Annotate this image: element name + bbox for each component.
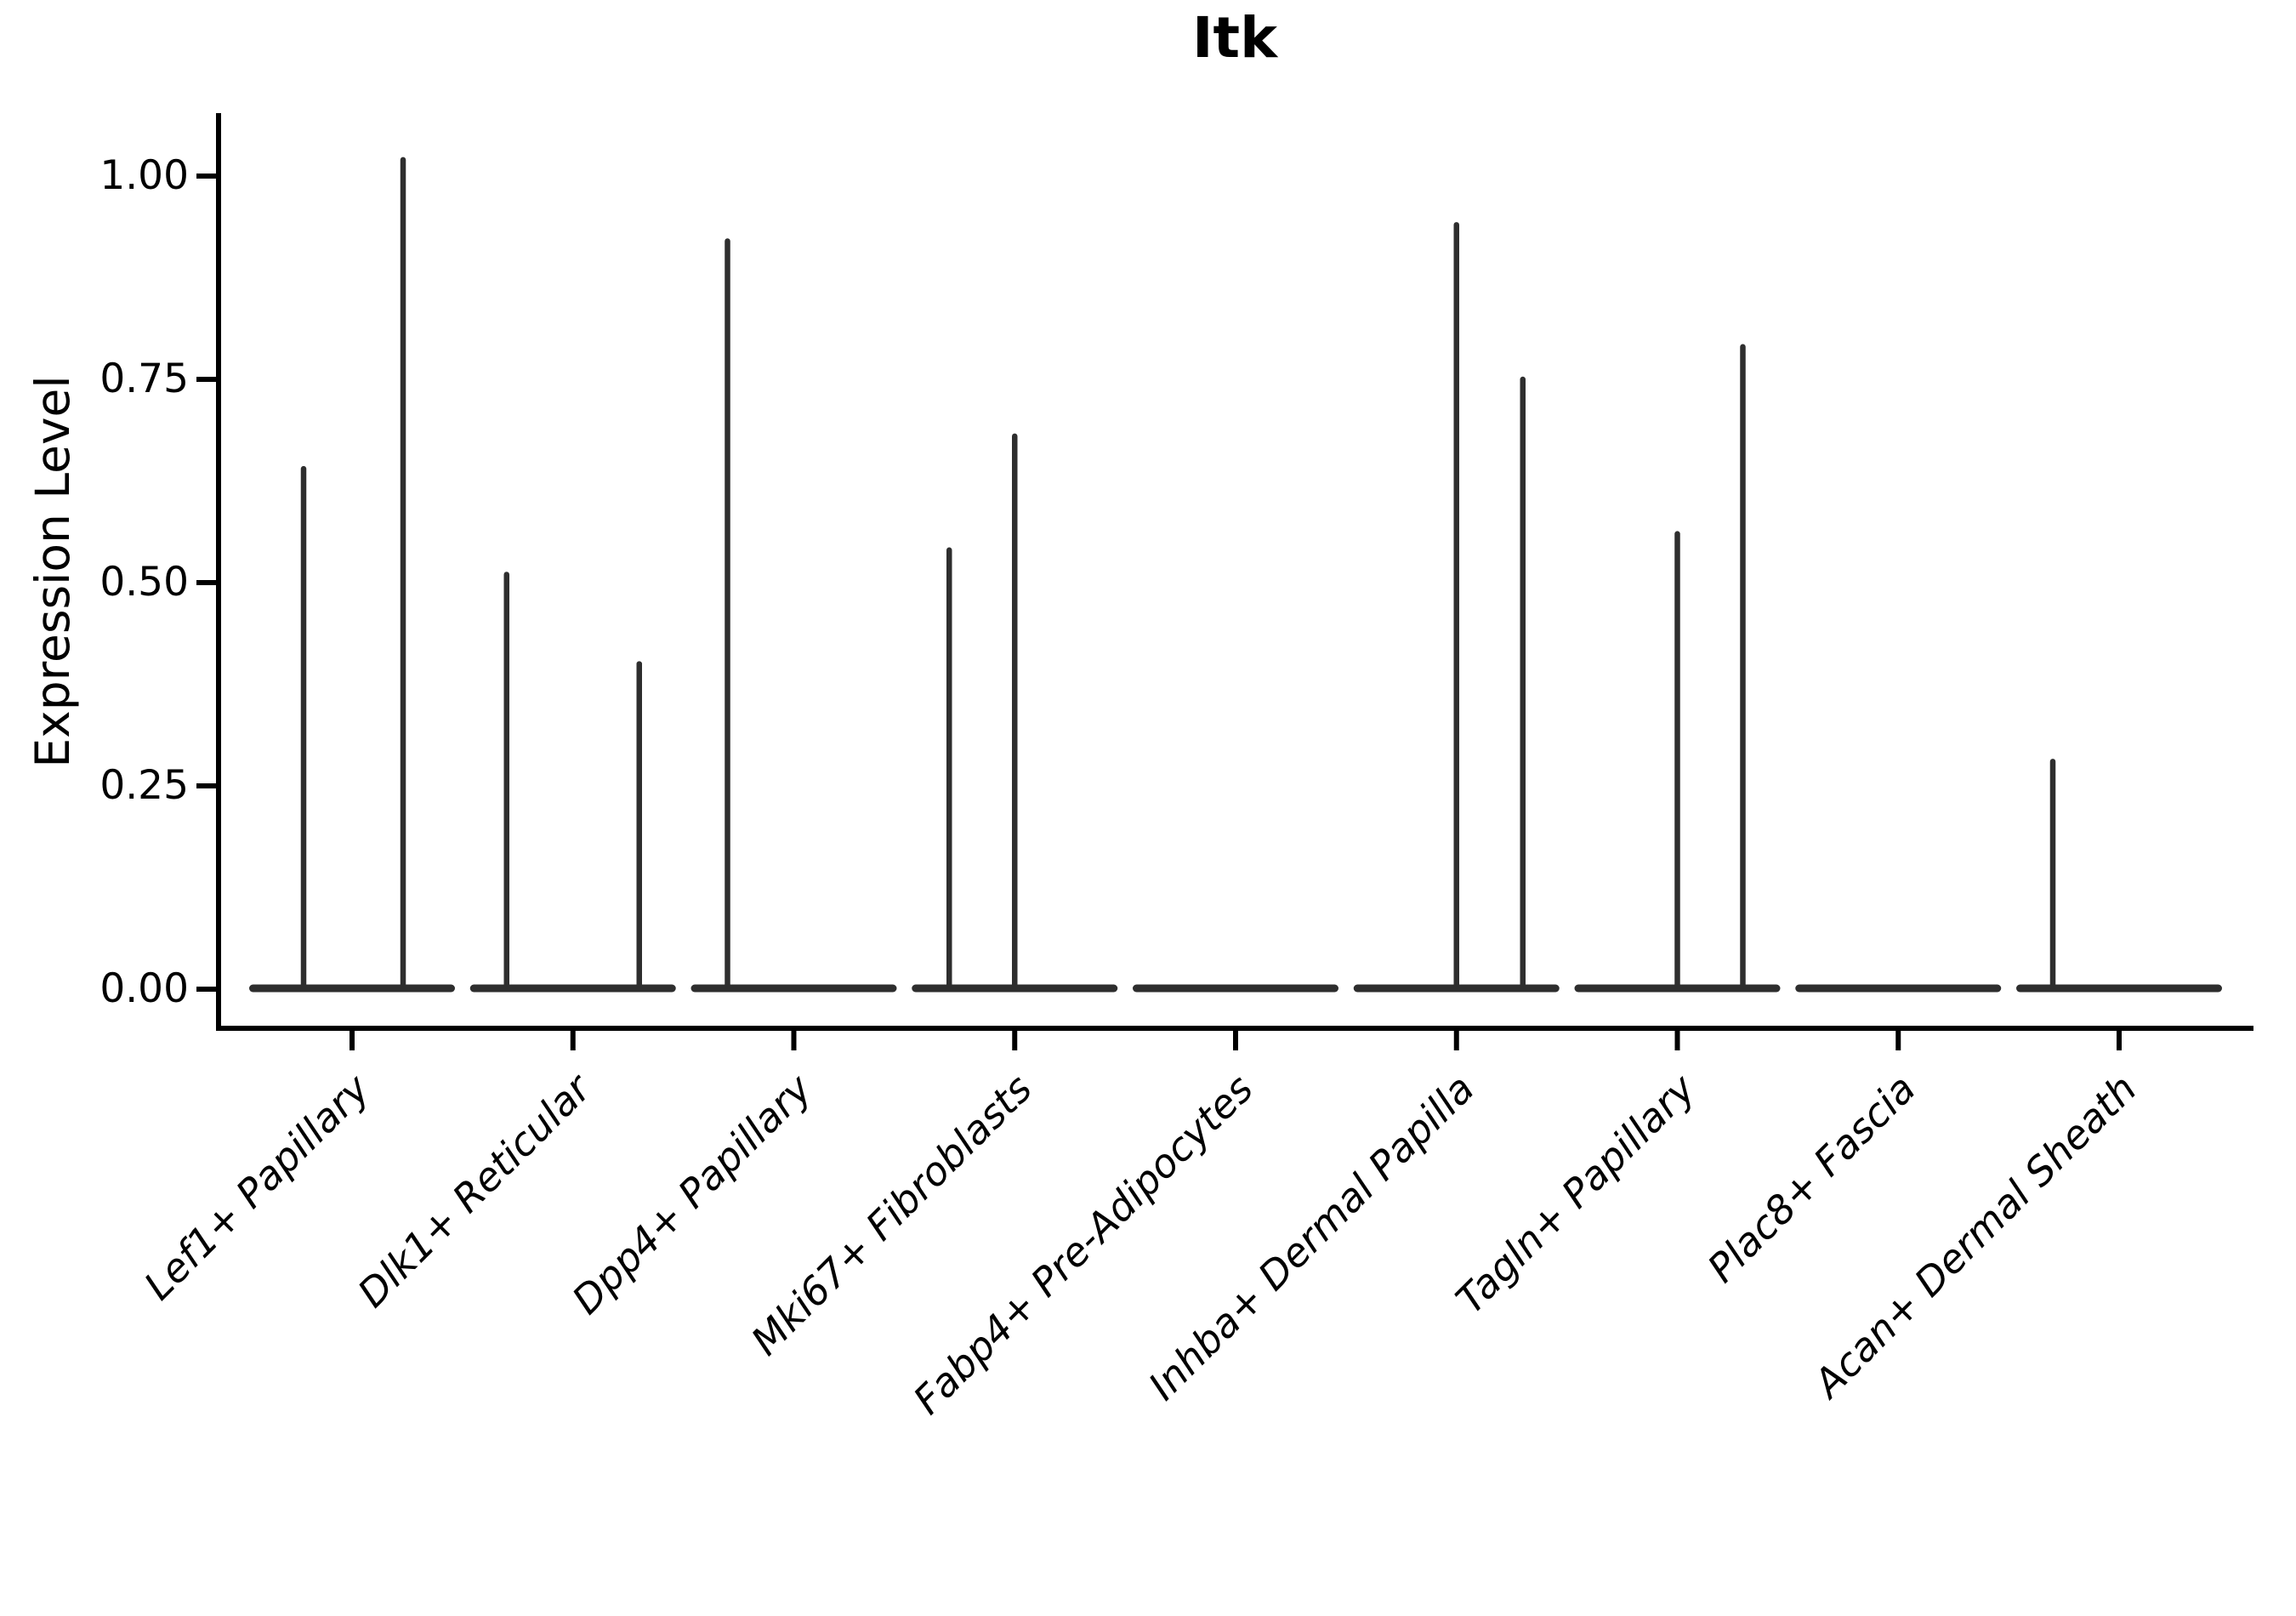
violin-base: [249, 984, 455, 993]
y-tick-label: 0.25: [99, 762, 189, 809]
y-tick-label: 0.00: [99, 965, 189, 1012]
chart-title: Itk: [1192, 5, 1277, 71]
violin-base: [1133, 984, 1338, 993]
y-tick-label: 1.00: [99, 152, 189, 199]
violin-base: [469, 984, 676, 993]
violin-base: [1795, 984, 2002, 993]
y-tick-label: 0.50: [99, 559, 189, 606]
y-tick-label: 0.75: [99, 356, 189, 402]
plot-area: [196, 113, 2253, 1050]
violin-figure: Itk Expression Level 0.00 0.25 0.50 0.75 1.0…: [26, 5, 2253, 1423]
violin-base: [691, 984, 897, 993]
violin-base: [2016, 984, 2222, 993]
